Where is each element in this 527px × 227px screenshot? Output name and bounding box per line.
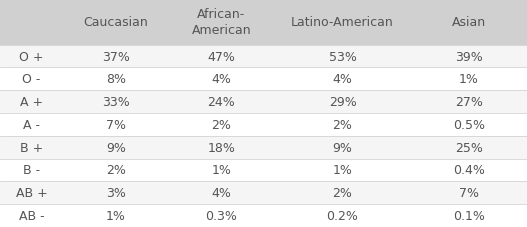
Text: 3%: 3% <box>106 186 126 200</box>
Text: 1%: 1% <box>459 73 479 86</box>
Text: 37%: 37% <box>102 50 130 63</box>
Text: O -: O - <box>23 73 41 86</box>
Text: 2%: 2% <box>333 186 353 200</box>
Text: 1%: 1% <box>106 209 126 222</box>
Text: O +: O + <box>19 50 44 63</box>
Text: 0.3%: 0.3% <box>206 209 237 222</box>
Text: Latino-American: Latino-American <box>291 16 394 29</box>
Text: 0.1%: 0.1% <box>453 209 485 222</box>
Text: 0.5%: 0.5% <box>453 118 485 131</box>
Text: 0.2%: 0.2% <box>327 209 358 222</box>
Text: 4%: 4% <box>211 186 231 200</box>
Text: 27%: 27% <box>455 96 483 109</box>
Text: 39%: 39% <box>455 50 483 63</box>
Bar <box>0 45 527 68</box>
Text: 1%: 1% <box>211 164 231 177</box>
Text: Asian: Asian <box>452 16 486 29</box>
Bar <box>0 91 527 114</box>
Text: B +: B + <box>20 141 43 154</box>
Text: African-
American: African- American <box>191 8 251 37</box>
Bar <box>0 0 527 45</box>
Text: 33%: 33% <box>102 96 130 109</box>
Text: 24%: 24% <box>208 96 235 109</box>
Text: 47%: 47% <box>208 50 235 63</box>
Bar <box>0 136 527 159</box>
Text: 4%: 4% <box>333 73 353 86</box>
Text: A -: A - <box>23 118 40 131</box>
Text: 18%: 18% <box>208 141 235 154</box>
Text: 2%: 2% <box>106 164 126 177</box>
Text: 9%: 9% <box>333 141 353 154</box>
Text: AB +: AB + <box>16 186 47 200</box>
Text: 9%: 9% <box>106 141 126 154</box>
Text: A +: A + <box>20 96 43 109</box>
Text: 25%: 25% <box>455 141 483 154</box>
Bar <box>0 159 527 182</box>
Text: AB -: AB - <box>19 209 44 222</box>
Text: Caucasian: Caucasian <box>84 16 148 29</box>
Text: 7%: 7% <box>459 186 479 200</box>
Bar <box>0 114 527 136</box>
Text: 8%: 8% <box>106 73 126 86</box>
Text: 29%: 29% <box>329 96 356 109</box>
Text: 1%: 1% <box>333 164 353 177</box>
Text: 2%: 2% <box>211 118 231 131</box>
Text: 0.4%: 0.4% <box>453 164 485 177</box>
Text: 2%: 2% <box>333 118 353 131</box>
Bar <box>0 68 527 91</box>
Bar <box>0 182 527 204</box>
Text: 7%: 7% <box>106 118 126 131</box>
Text: 53%: 53% <box>329 50 356 63</box>
Text: B -: B - <box>23 164 40 177</box>
Bar <box>0 204 527 227</box>
Text: 4%: 4% <box>211 73 231 86</box>
